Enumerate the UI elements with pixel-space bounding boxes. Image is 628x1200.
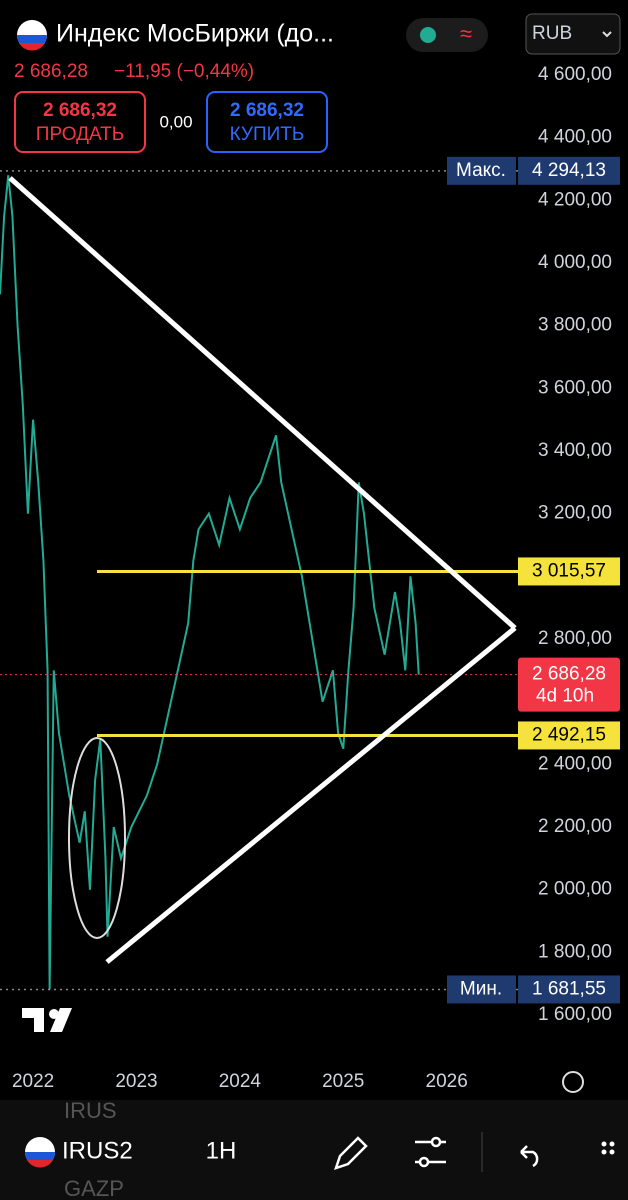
sell-price: 2 686,32 [43,100,117,121]
y-tick-label: 2 200,00 [538,816,612,837]
change: −11,95 (−0,44%) [114,61,254,82]
y-tick-label: 2 800,00 [538,628,612,649]
buy-price: 2 686,32 [230,100,304,121]
flag [19,43,45,51]
y-tick-label: 4 400,00 [538,127,612,148]
y-tick-label: 3 800,00 [538,315,612,336]
y-tick-label: 1 800,00 [538,941,612,962]
price: 2 686,28 [14,61,88,82]
currency: RUB [532,23,572,44]
footer-symbol[interactable]: IRUS2 [62,1137,133,1164]
y-tick-label: 3 200,00 [538,503,612,524]
currency-select[interactable] [525,13,621,55]
x-tick-label: 2024 [219,1071,262,1092]
buy-button[interactable] [206,91,328,153]
y-tick-label: 4 200,00 [538,189,612,210]
status-pill[interactable] [406,18,488,52]
y-tick-label: 3 600,00 [538,377,612,398]
x-tick-label: 2022 [12,1071,54,1092]
undo-icon[interactable] [520,1145,539,1168]
price-tag-label: 3 015,57 [532,560,606,581]
interval[interactable]: 1H [206,1137,237,1164]
flag [27,1160,53,1168]
buy-label: КУПИТЬ [230,124,305,145]
price-tag-name: Макс. [456,160,506,181]
countdown: 4d 10h [536,686,594,707]
ghost-symbol: GAZP [64,1176,124,1200]
price-tag [518,156,620,185]
chart: 1 600,00 1 800,00 2 000,00 2 200,00 2 400,00… [0,64,620,1092]
price-tag [518,721,620,750]
settings-icon[interactable] [562,1071,584,1093]
x-tick-label: 2025 [322,1071,364,1092]
price-tag [518,557,620,586]
price-tag-label: 4 294,13 [532,160,606,181]
triangle-drawing [8,176,517,964]
logo [22,1008,72,1032]
price-tag-name-box [447,156,516,185]
market-status [420,27,436,43]
status-icon: ≈ [460,21,472,46]
y-tick-label: 4 600,00 [538,64,612,85]
last-price-tag [518,657,620,712]
price-tag [518,975,620,1004]
dropdown-icon [602,31,612,38]
sell-button[interactable] [14,91,146,153]
y-tick-label: 2 400,00 [538,753,612,774]
y-tick-label: 4 000,00 [538,252,612,273]
price-tag-label: 1 681,55 [532,978,606,999]
indicators-icon[interactable] [415,1136,446,1168]
y-tick-label: 2 000,00 [538,879,612,900]
more-icon[interactable] [601,1141,615,1155]
x-tick-label: 2026 [426,1071,468,1092]
logo [49,1009,59,1019]
last-price-label: 2 686,28 [532,664,606,685]
ghost-symbol: IRUS [64,1098,117,1123]
symbol-title[interactable]: Индекс МосБиржи (до... [56,20,334,48]
ellipse-drawing [68,737,126,939]
draw-icon[interactable] [334,1136,368,1170]
y-tick-label: 3 400,00 [538,440,612,461]
price-line [0,175,420,990]
price-tag-name-box [447,975,516,1004]
x-tick-label: 2023 [115,1071,157,1092]
sell-label: ПРОДАТЬ [36,124,124,145]
spread: 0,00 [159,112,192,131]
y-tick-label: 1 600,00 [538,1004,612,1025]
price-tag-label: 2 492,15 [532,724,606,745]
price-tag-name: Мин. [460,978,502,999]
